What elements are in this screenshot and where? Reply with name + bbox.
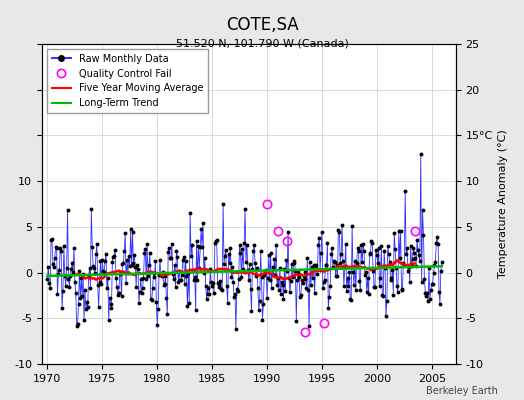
Text: Berkeley Earth: Berkeley Earth bbox=[426, 386, 498, 396]
Text: 51.520 N, 101.790 W (Canada): 51.520 N, 101.790 W (Canada) bbox=[176, 38, 348, 48]
Y-axis label: Temperature Anomaly (°C): Temperature Anomaly (°C) bbox=[498, 130, 508, 278]
Legend: Raw Monthly Data, Quality Control Fail, Five Year Moving Average, Long-Term Tren: Raw Monthly Data, Quality Control Fail, … bbox=[47, 49, 208, 113]
Text: COTE,SA: COTE,SA bbox=[226, 16, 298, 34]
